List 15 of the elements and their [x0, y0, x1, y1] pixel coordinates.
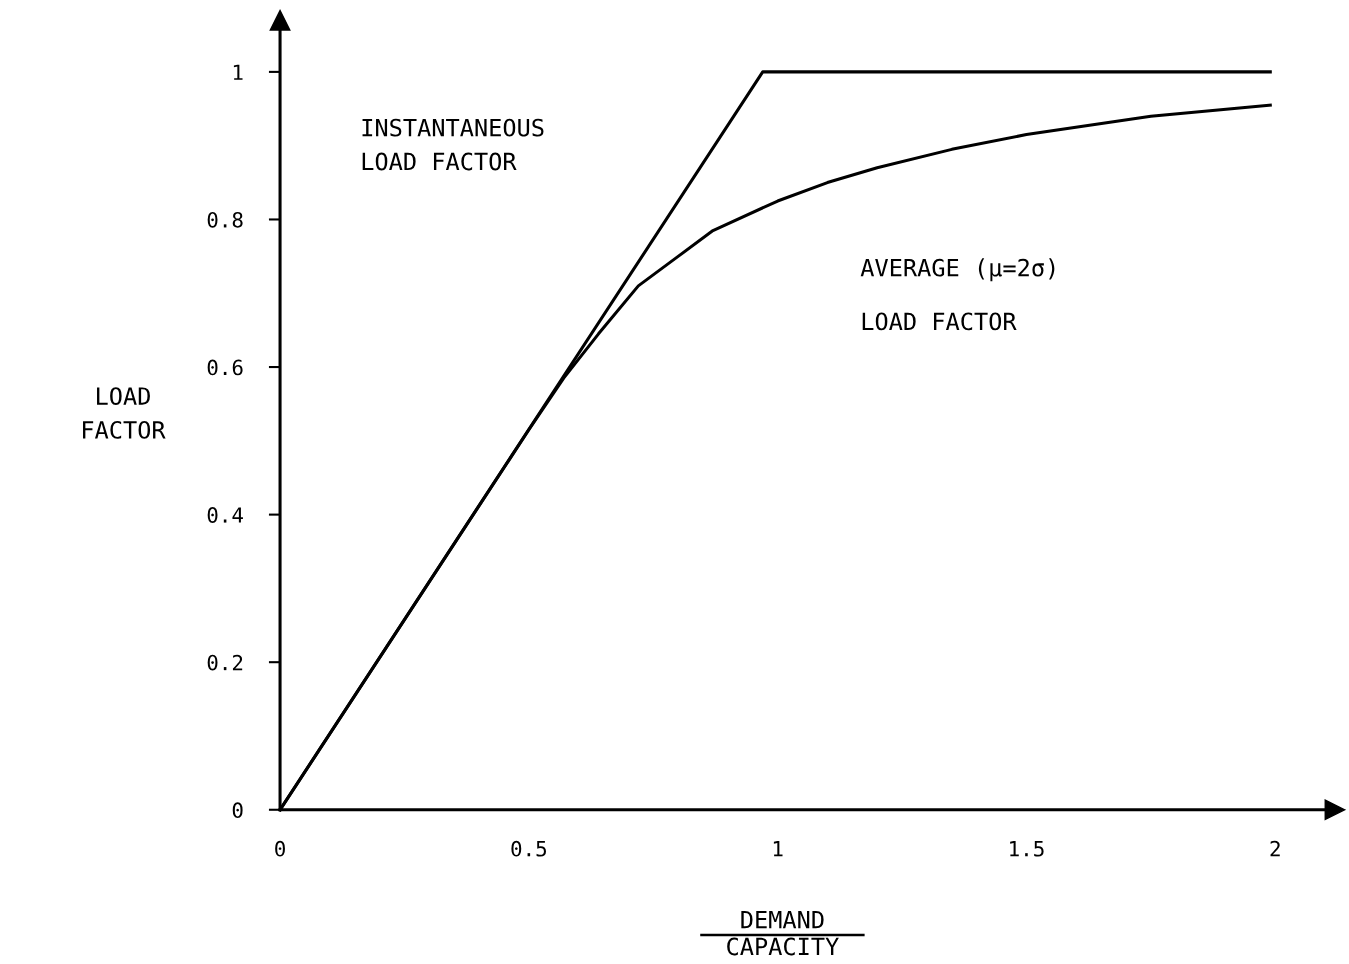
y-tick-label: 0 — [232, 802, 243, 819]
text: AVERAGE (μ=2σ) LOAD FACTOR — [860, 258, 1055, 331]
x-axis-title: DEMAND CAPACITY — [727, 911, 839, 956]
x-tick-label: 0.5 — [511, 840, 546, 857]
x-tick-label: 2 — [1270, 840, 1280, 857]
y-axis-title: LOAD FACTOR — [83, 387, 166, 439]
y-tick-label: 0.6 — [207, 359, 243, 376]
x-tick-label: 0 — [275, 840, 285, 857]
x-tick-label: 1 — [773, 841, 783, 857]
annotation: INSTANTANEOUS LOAD FACTOR — [362, 118, 544, 171]
y-tick-label: 1 — [233, 64, 243, 80]
y-tick-label: 0.4 — [207, 507, 243, 523]
x-tick-label: 1.5 — [1010, 841, 1044, 857]
y-tick-label: 0.8 — [207, 211, 243, 228]
y-tick-label: 0.2 — [207, 654, 243, 671]
